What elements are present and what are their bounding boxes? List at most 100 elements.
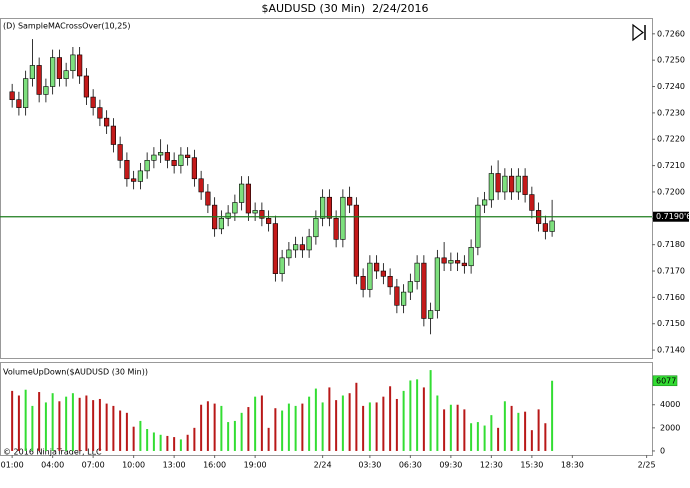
candle-body	[299, 244, 305, 251]
candle-body	[124, 160, 130, 180]
candle-body	[29, 65, 35, 79]
volume-bar	[173, 437, 176, 451]
volume-bar	[38, 392, 41, 451]
candle-body	[191, 157, 197, 180]
candle-body	[43, 86, 49, 95]
candle-body	[70, 54, 76, 72]
candle-body	[293, 244, 299, 251]
volume-bar	[348, 393, 351, 451]
y-tick-label: 0.7200	[657, 187, 685, 196]
candle-body	[387, 275, 393, 288]
volume-bar	[503, 401, 506, 451]
candle-body	[131, 178, 137, 182]
candle-body	[407, 281, 413, 293]
volume-bar	[368, 402, 371, 451]
candle-body	[326, 196, 332, 219]
chart-title: $AUDUSD (30 Min) 2/24/2016	[261, 2, 428, 15]
volume-bar	[213, 403, 216, 451]
volume-bar	[44, 402, 47, 451]
play-icon[interactable]	[632, 23, 646, 42]
candle-body	[509, 175, 515, 193]
volume-bar	[152, 432, 155, 451]
candle-body	[428, 310, 434, 319]
x-tick-label: 12:30	[480, 461, 503, 470]
x-tick-label: 09:30	[439, 461, 462, 470]
x-tick-label: 19:00	[244, 461, 267, 470]
volume-bar	[31, 405, 34, 451]
candle-body	[279, 257, 285, 274]
volume-bar	[240, 412, 243, 451]
volume-bar	[382, 396, 385, 451]
volume-bar	[524, 411, 527, 451]
volume-bar	[85, 395, 88, 451]
y-tick-label: 0.7160	[657, 293, 685, 302]
volume-bar	[287, 403, 290, 451]
candle-body	[50, 57, 56, 87]
x-tick-label: 18:30	[561, 461, 584, 470]
volume-bar	[65, 396, 68, 451]
volume-bar	[294, 405, 297, 451]
volume-bar	[227, 422, 230, 451]
volume-bar	[497, 427, 500, 451]
volume-bar	[17, 395, 20, 451]
volume-panel	[0, 362, 653, 456]
candle-body	[414, 262, 420, 282]
volume-bar	[301, 403, 304, 451]
candle-body	[333, 218, 339, 240]
candle-body	[23, 78, 29, 108]
candle-body	[374, 262, 380, 272]
volume-bar	[308, 396, 311, 451]
x-tick-label: 04:00	[41, 461, 64, 470]
current-volume-label: 6077	[656, 376, 676, 385]
candle-body	[394, 286, 400, 306]
play-triangle[interactable]	[632, 23, 644, 42]
y-tick-label: 0.7220	[657, 135, 685, 144]
volume-bar	[389, 386, 392, 451]
y-tick-label: 0.7230	[657, 108, 685, 117]
volume-bar	[11, 390, 14, 451]
candle-body	[380, 270, 386, 277]
volume-bar	[146, 429, 149, 451]
volume-bar	[200, 404, 203, 451]
volume-bar	[274, 408, 277, 451]
candle-body	[549, 220, 555, 232]
volume-bar	[125, 412, 128, 451]
volume-bar	[139, 420, 142, 451]
volume-bar	[321, 402, 324, 451]
candle-body	[455, 260, 461, 264]
volume-bar	[517, 412, 520, 451]
candle-body	[56, 57, 62, 79]
volume-bar	[24, 389, 27, 451]
candle-body	[158, 152, 164, 156]
volume-tick-label: 4000	[660, 400, 680, 409]
volume-bar	[463, 409, 466, 451]
volume-bar	[335, 400, 338, 451]
candle-body	[178, 154, 184, 166]
candle-body	[117, 144, 123, 161]
x-tick-label: 2/25	[638, 461, 656, 470]
candle-body	[340, 196, 346, 240]
volume-bar	[375, 402, 378, 451]
candle-body	[272, 223, 278, 274]
volume-bar	[112, 405, 115, 451]
candle-body	[185, 154, 191, 158]
candle-body	[90, 96, 96, 108]
candle-body	[353, 204, 359, 277]
candle-body	[367, 262, 373, 290]
candle-body	[360, 275, 366, 290]
y-tick-label: 0.7240	[657, 82, 685, 91]
candle-body	[434, 257, 440, 311]
candle-body	[151, 154, 157, 161]
volume-bar	[193, 427, 196, 451]
candle-body	[218, 218, 224, 230]
x-tick-label: 10:00	[122, 461, 145, 470]
volume-bar	[362, 405, 365, 451]
candle-body	[347, 196, 353, 206]
volume-tick-label: 0	[660, 446, 665, 455]
volume-bar	[483, 425, 486, 451]
candle-body	[9, 91, 15, 101]
candle-body	[205, 191, 211, 206]
volume-bar	[436, 395, 439, 451]
candle-body	[144, 160, 150, 172]
